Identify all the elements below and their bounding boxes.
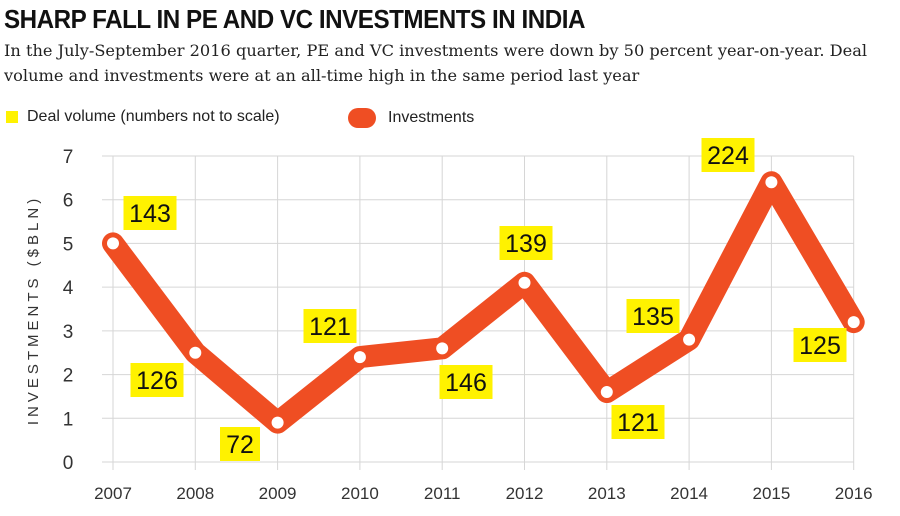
deal-volume-box [439, 365, 493, 399]
x-tick-label: 2010 [341, 484, 379, 503]
deal-volume-box [303, 309, 357, 343]
investment-point [765, 176, 778, 189]
deal-volume-box [793, 328, 847, 362]
investment-point [847, 316, 860, 329]
y-tick-label: 5 [63, 234, 74, 255]
investment-point [683, 333, 696, 346]
y-tick-label: 0 [63, 453, 74, 474]
investment-point [107, 237, 119, 250]
x-tick-label: 2014 [670, 484, 708, 503]
legend-item-investments: Investments [348, 108, 474, 128]
deal-volume-box [626, 299, 680, 333]
chart-title: SHARP FALL IN PE AND VC INVESTMENTS IN I… [4, 4, 585, 34]
y-tick-label: 7 [63, 147, 74, 168]
deal-volume-label: 146 [445, 369, 487, 397]
legend-swatch-deal-volume [6, 111, 18, 123]
deal-volume-label: 121 [309, 313, 351, 341]
deal-volume-label: 72 [226, 431, 254, 459]
investment-point [189, 346, 202, 359]
deal-volume-box [130, 363, 184, 397]
deal-volume-label: 224 [707, 142, 749, 170]
x-tick-label: 2012 [506, 484, 544, 503]
y-tick-label: 3 [63, 322, 74, 343]
deal-volume-box [220, 427, 260, 461]
deal-volume-label: 126 [136, 367, 178, 395]
y-tick-label: 4 [63, 278, 74, 299]
deal-volume-label: 139 [505, 230, 547, 258]
y-tick-label: 2 [63, 366, 74, 387]
deal-volume-label: 125 [799, 332, 841, 360]
deal-volume-box [611, 405, 665, 439]
x-tick-label: 2009 [259, 484, 297, 503]
investment-point [353, 351, 366, 364]
y-axis-label: INVESTMENTS ($BLN) [25, 195, 42, 425]
investment-point [518, 276, 531, 289]
deal-volume-label: 143 [129, 200, 171, 228]
y-tick-label: 6 [63, 191, 74, 212]
legend-swatch-investments [348, 108, 376, 128]
deal-volume-label: 135 [632, 303, 674, 331]
x-tick-label: 2007 [94, 484, 132, 503]
deal-volume-box [123, 196, 177, 230]
investment-point [436, 342, 449, 355]
deal-volume-box [701, 138, 755, 172]
investments-line [102, 171, 865, 434]
x-tick-label: 2008 [176, 484, 214, 503]
investment-point [271, 416, 284, 429]
legend-label: Deal volume (numbers not to scale) [27, 108, 280, 125]
legend-label: Investments [388, 109, 475, 126]
legend-item-deal-volume: Deal volume (numbers not to scale) [6, 108, 280, 126]
x-tick-label: 2013 [588, 484, 626, 503]
deal-volume-label: 121 [617, 409, 659, 437]
x-tick-label: 2016 [835, 484, 873, 503]
x-tick-label: 2015 [752, 484, 790, 503]
deal-volume-box [499, 226, 553, 260]
x-tick-label: 2011 [424, 484, 461, 503]
y-tick-label: 1 [63, 409, 74, 430]
chart-subtitle: In the July-September 2016 quarter, PE a… [4, 41, 868, 85]
investment-point [600, 386, 613, 399]
